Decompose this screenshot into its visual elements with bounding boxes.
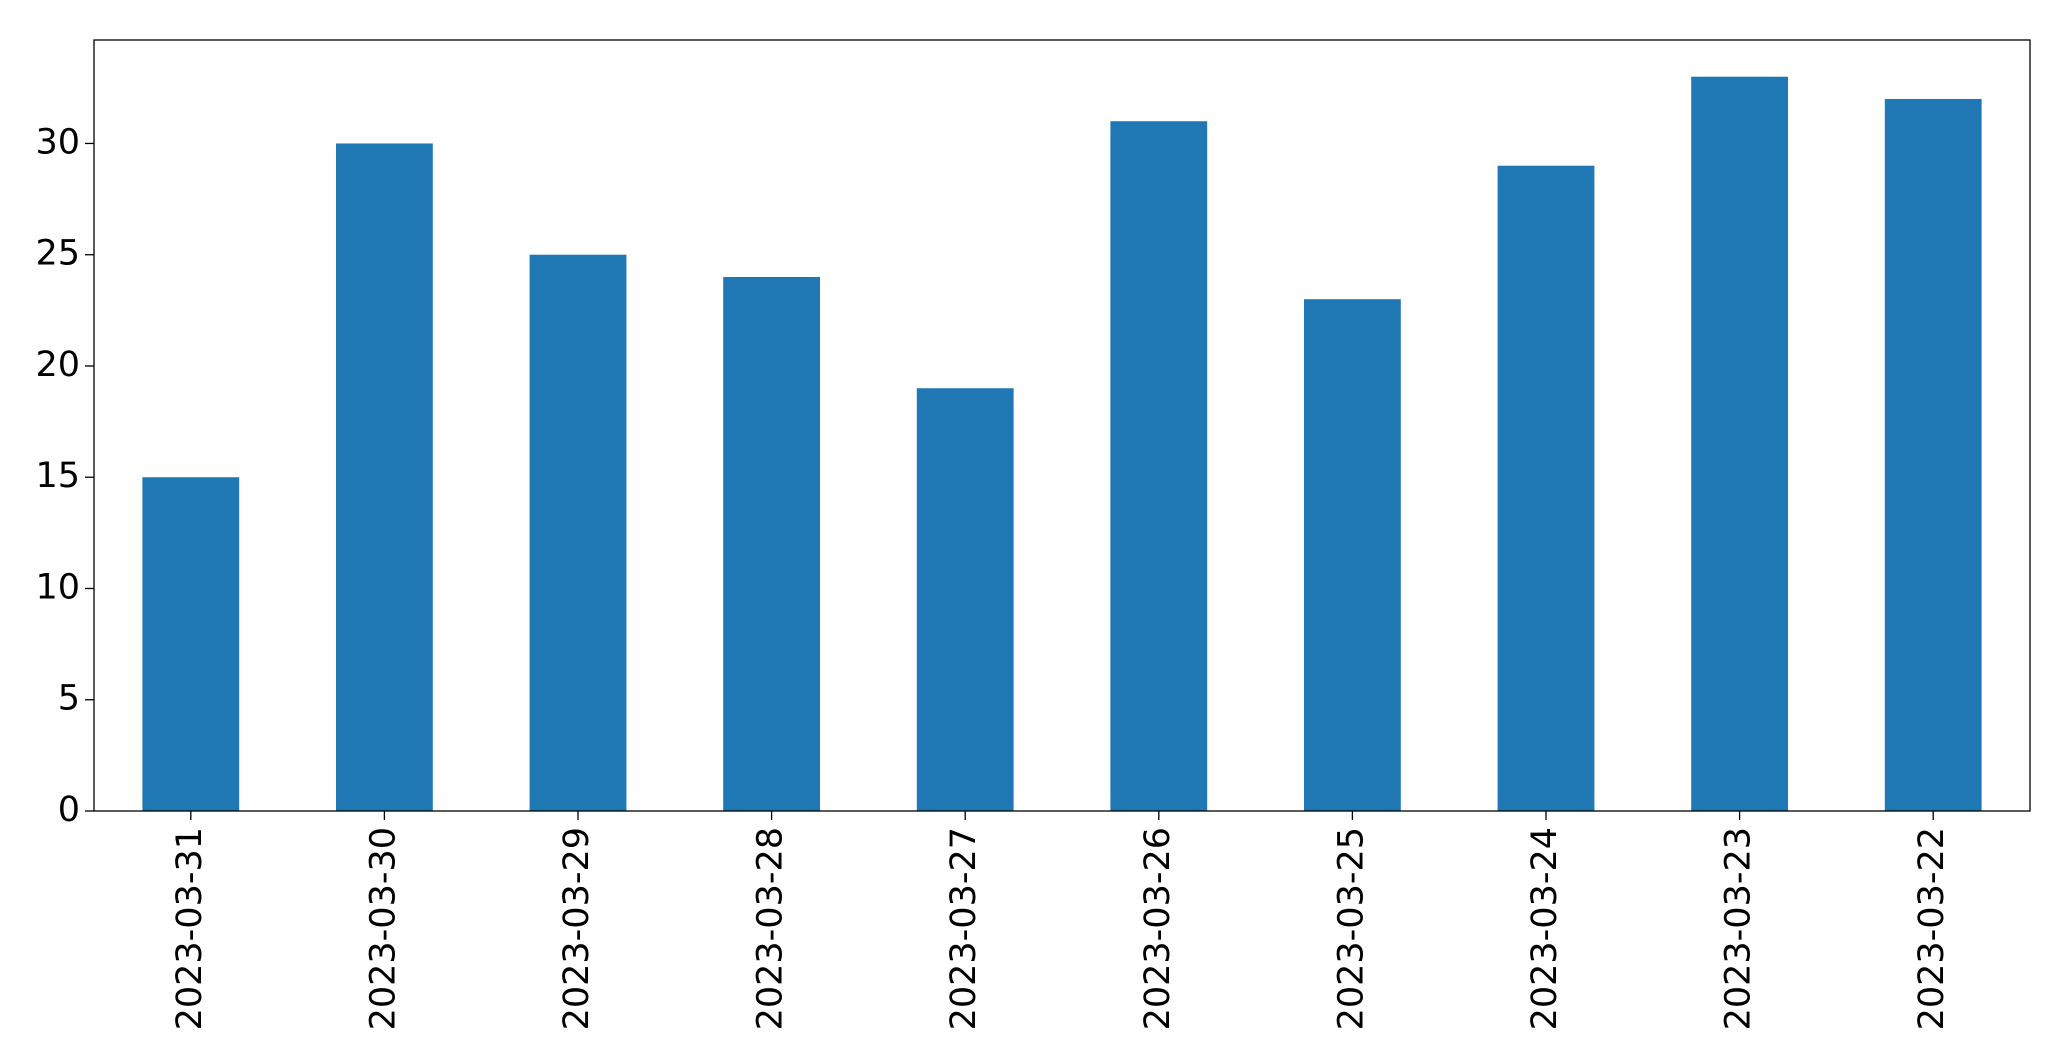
x-tick-label: 2023-03-29 bbox=[557, 827, 597, 1030]
y-tick-label: 15 bbox=[35, 456, 80, 496]
y-tick-label: 5 bbox=[58, 679, 80, 719]
bar bbox=[1304, 299, 1401, 811]
bar bbox=[1884, 98, 1982, 811]
y-tick-label: 20 bbox=[35, 345, 80, 385]
x-tick-label: 2023-03-27 bbox=[944, 827, 984, 1030]
x-tick-label: 2023-03-31 bbox=[170, 827, 210, 1030]
x-tick-label: 2023-03-30 bbox=[363, 827, 403, 1030]
plot-frame bbox=[93, 39, 2031, 812]
bar bbox=[1691, 76, 1788, 811]
bar bbox=[1110, 121, 1208, 812]
x-tick-label: 2023-03-24 bbox=[1525, 827, 1565, 1030]
bar bbox=[142, 477, 240, 811]
bar bbox=[336, 143, 433, 811]
y-tick-label: 10 bbox=[35, 567, 80, 607]
x-tick-label: 2023-03-26 bbox=[1138, 827, 1178, 1030]
y-tick-label: 25 bbox=[35, 234, 80, 274]
bar bbox=[529, 254, 627, 811]
x-tick-label: 2023-03-23 bbox=[1719, 827, 1759, 1030]
bar bbox=[723, 276, 820, 812]
x-tick-label: 2023-03-28 bbox=[751, 827, 791, 1030]
x-tick-label: 2023-03-25 bbox=[1331, 827, 1371, 1030]
y-tick-label: 0 bbox=[58, 790, 80, 830]
x-tick-label: 2023-03-22 bbox=[1912, 827, 1952, 1030]
y-tick-label: 30 bbox=[35, 122, 80, 162]
bar bbox=[1497, 165, 1595, 811]
bar bbox=[916, 388, 1014, 811]
